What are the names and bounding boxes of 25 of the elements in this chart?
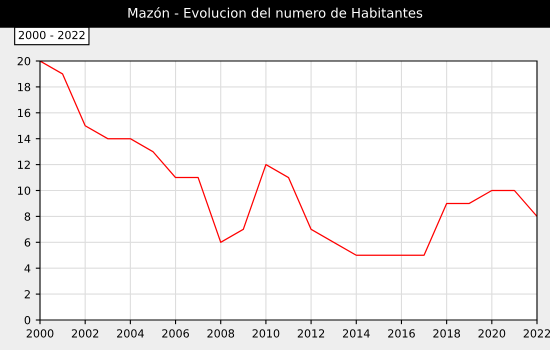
x-tick-label: 2008 <box>207 329 234 338</box>
y-tick-label: 6 <box>24 238 30 247</box>
y-tick-label: 18 <box>18 82 30 92</box>
x-tick-label: 2016 <box>388 329 415 338</box>
x-tick-label: 2012 <box>298 329 324 338</box>
y-tick-label: 16 <box>18 108 30 118</box>
y-tick-label: 14 <box>18 134 30 143</box>
y-tick-label: 0 <box>24 316 30 324</box>
x-tick-label: 2000 <box>26 329 54 338</box>
chart-title: Mazón - Evolucion del numero de Habitantes <box>128 7 422 18</box>
x-tick-label: 2014 <box>342 329 370 338</box>
x-tick-label: 2010 <box>252 329 280 338</box>
y-tick-label: 2 <box>24 290 30 298</box>
y-tick-label: 8 <box>24 212 30 221</box>
y-tick-label: 10 <box>18 186 30 195</box>
y-tick-label: 20 <box>18 56 30 66</box>
y-tick-label: 12 <box>18 160 30 169</box>
x-tick-label: 2006 <box>162 329 189 338</box>
text: 2000 - 2022 <box>18 30 85 40</box>
x-tick-label: 2002 <box>72 329 98 338</box>
x-tick-label: 2018 <box>433 329 460 338</box>
x-tick-label: 2022 <box>524 329 550 338</box>
x-tick-label: 2020 <box>478 329 506 338</box>
x-tick-label: 2004 <box>117 329 144 338</box>
y-tick-label: 4 <box>24 264 30 272</box>
